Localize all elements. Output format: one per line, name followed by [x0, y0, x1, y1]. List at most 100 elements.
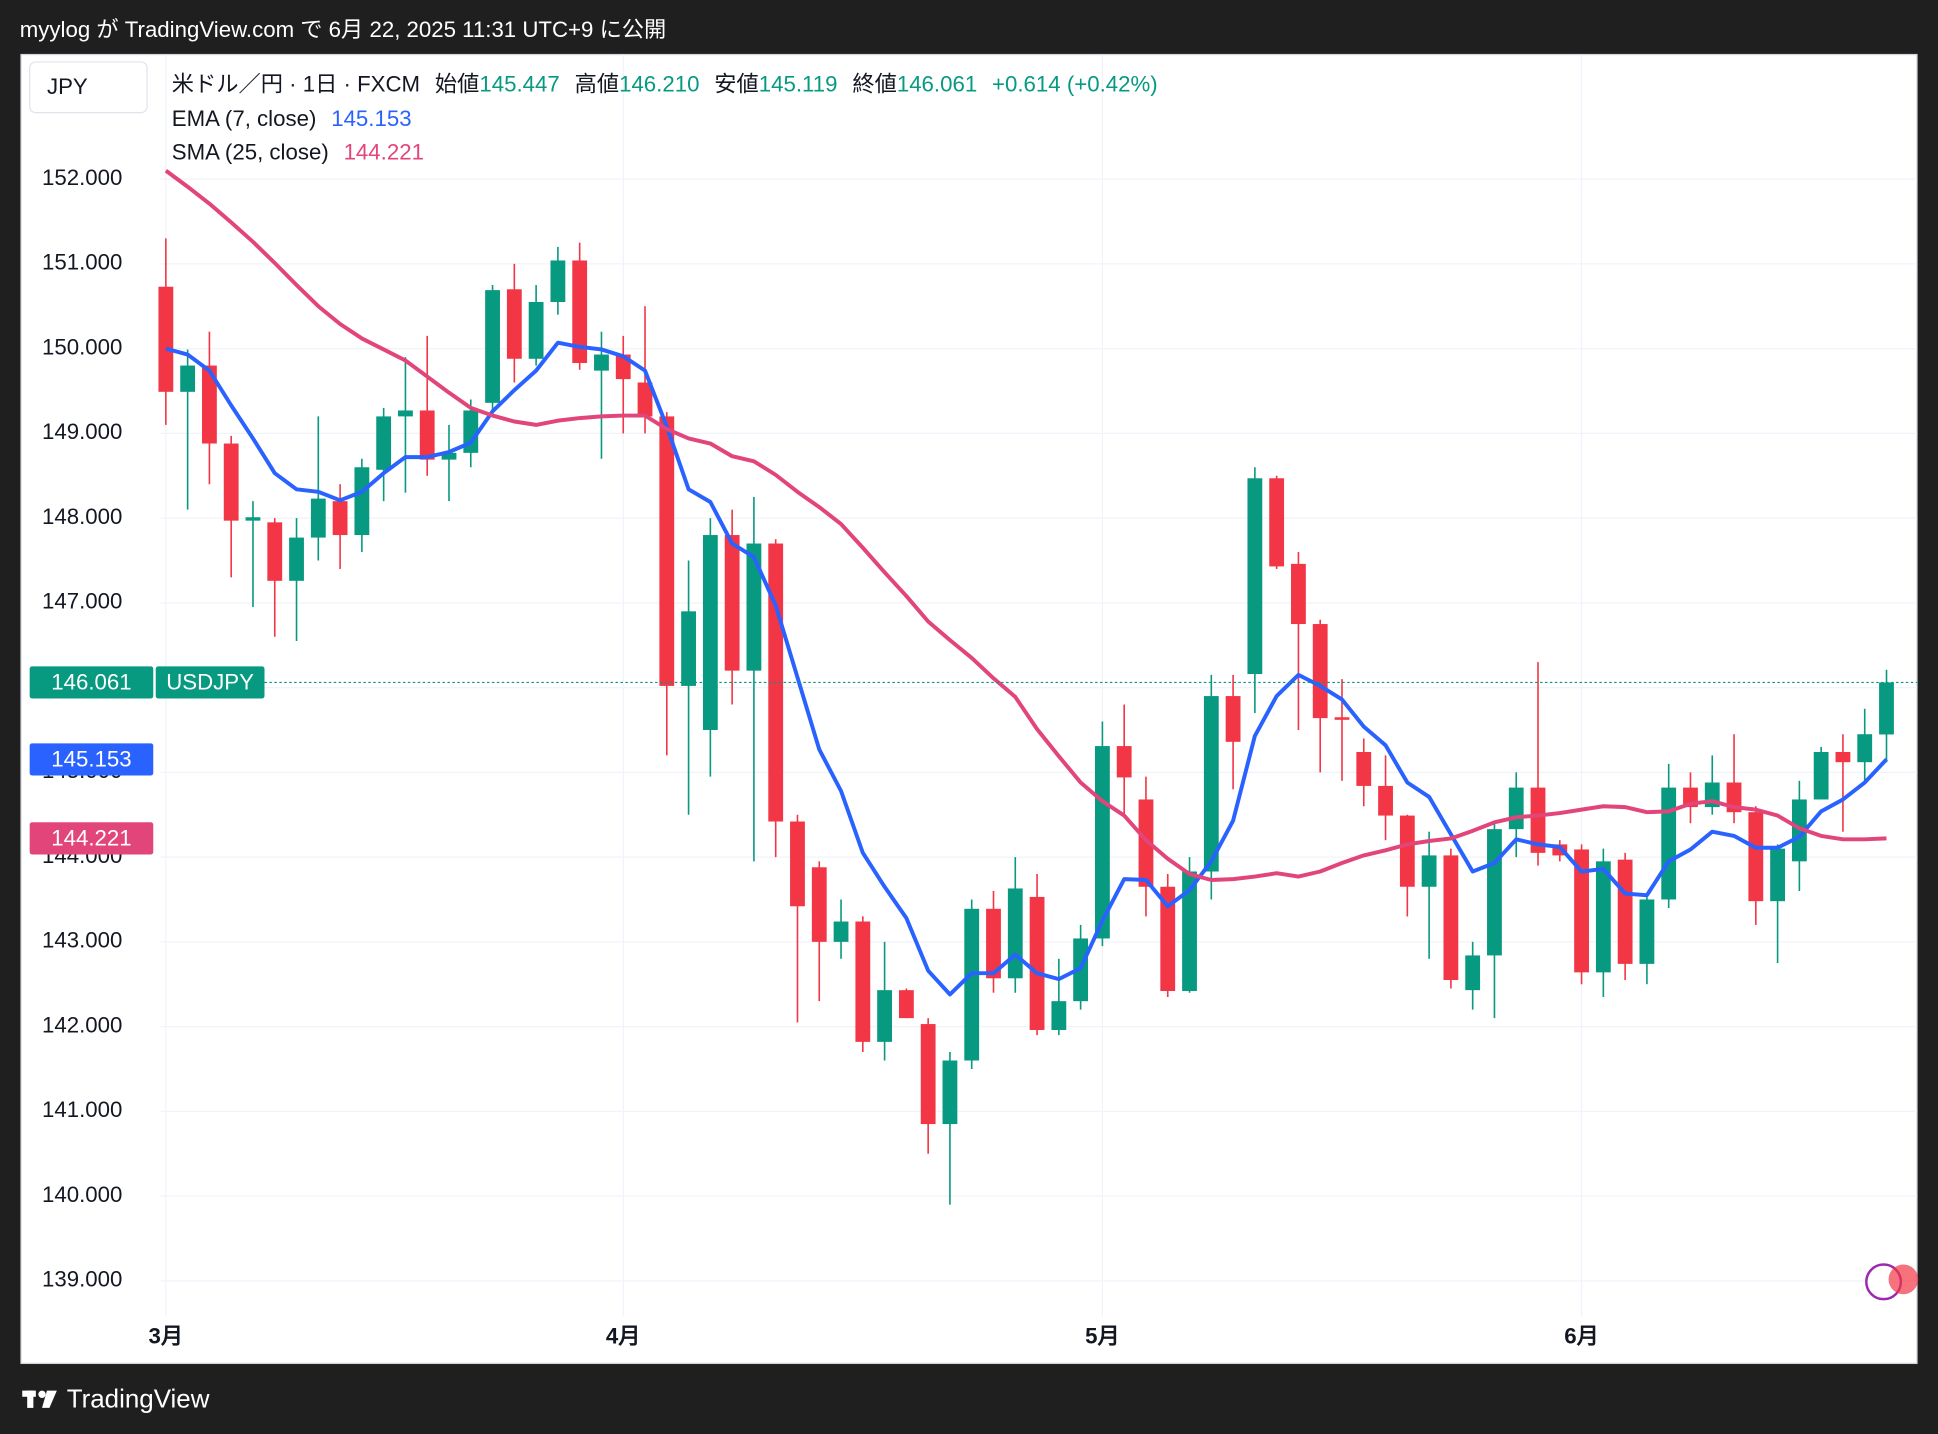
indicator-badge-label: 145.153: [51, 746, 131, 771]
x-tick-label: 4月: [606, 1323, 641, 1348]
ohlc-label: 始値: [435, 71, 479, 96]
symbol-title: 米ドル／円 · 1日 · FXCM: [172, 71, 420, 96]
legend-header: 米ドル／円 · 1日 · FXCM 始値145.447 高値146.210 安値145…: [172, 71, 1158, 96]
candle-body: [1791, 799, 1807, 862]
candle-body: [1378, 785, 1393, 816]
ohlc-value: 146.210: [619, 71, 699, 96]
candle-body: [398, 410, 413, 417]
publish-info: myylog が TradingView.com で 6月 22, 2025 1…: [20, 17, 667, 42]
candle-body: [1334, 717, 1350, 720]
candle-body: [1399, 815, 1415, 887]
symbol-label: USDJPY: [166, 670, 254, 695]
last-price-label: 146.061: [51, 670, 131, 695]
flag-icon[interactable]: [1888, 1264, 1919, 1295]
candle-body: [1443, 855, 1459, 980]
candle-body: [1639, 899, 1655, 964]
candle-body: [310, 498, 326, 538]
candle-body: [1661, 787, 1677, 900]
chart-panel: [20, 53, 1918, 1365]
y-tick-label: 147.000: [42, 589, 122, 614]
candle-body: [877, 990, 893, 1042]
y-tick-label: 141.000: [42, 1097, 122, 1122]
indicator-line: [164, 169, 1887, 882]
indicator-badge: [29, 743, 154, 776]
candle-body: [920, 1024, 936, 1125]
candle-body: [1574, 849, 1589, 973]
candle-body: [572, 260, 588, 364]
candle-body: [180, 365, 196, 392]
ohlc-label: 終値: [852, 71, 896, 96]
candle-body: [855, 921, 871, 1042]
candle-body: [441, 452, 457, 460]
candle-body: [681, 611, 696, 686]
y-tick-label: 152.000: [42, 165, 122, 190]
candle-body: [637, 382, 653, 417]
candle-body: [898, 990, 914, 1019]
candle-body: [1116, 746, 1132, 778]
candle-body: [1029, 896, 1045, 1030]
candle-body: [1879, 682, 1894, 735]
x-tick-label: 3月: [149, 1323, 184, 1348]
y-tick-label: 139.000: [42, 1267, 122, 1292]
legend-ema: EMA (7, close) 145.153: [172, 106, 412, 131]
candle-body: [485, 290, 500, 403]
candle-body: [1269, 478, 1285, 567]
ohlc-value: 145.447: [479, 71, 559, 96]
candle-body: [942, 1060, 958, 1125]
currency-box[interactable]: [29, 61, 148, 114]
ohlc-value: 146.061: [897, 71, 977, 96]
candle-body: [1225, 696, 1241, 742]
candle-body: [1094, 746, 1110, 939]
candle-body: [1182, 871, 1197, 992]
footer-brand: TradingView: [67, 1385, 210, 1413]
indicator-badge-label: 144.221: [51, 825, 131, 850]
candle-body: [811, 867, 827, 942]
candle-body: [1857, 734, 1873, 763]
candle-body: [964, 908, 980, 1061]
candle-body: [1770, 848, 1785, 902]
candle-body: [1813, 752, 1829, 800]
y-tick-label: 151.000: [42, 250, 122, 275]
x-tick-label: 5月: [1085, 1323, 1120, 1348]
candle-body: [1421, 855, 1437, 887]
candle-body: [1312, 624, 1328, 719]
plot: 139.000140.000141.000142.000143.000144.0…: [29, 54, 1917, 1348]
legend-name: EMA (7, close): [172, 106, 317, 131]
candle-body: [1508, 787, 1524, 830]
candle-body: [376, 416, 392, 470]
candle-body: [528, 301, 544, 359]
legend-value: 145.153: [331, 106, 411, 131]
legend-name: SMA (25, close): [172, 139, 329, 164]
candle-body: [1007, 888, 1023, 979]
candle-body: [724, 535, 740, 671]
candle-body: [202, 365, 217, 444]
candle-body: [659, 416, 675, 686]
last-price-badge: [29, 666, 154, 699]
indicator-line: [165, 340, 1888, 997]
legend-sma: SMA (25, close) 144.221: [172, 139, 424, 164]
candle-body: [1835, 752, 1851, 763]
currency[interactable]: JPY: [47, 74, 88, 99]
candle-body: [833, 921, 849, 942]
candle-body: [1203, 696, 1219, 872]
x-tick-label: 6月: [1564, 1323, 1599, 1348]
candle-body: [158, 286, 174, 392]
candle-body: [1487, 829, 1502, 956]
symbol-badge: [155, 666, 265, 699]
candle-body: [1595, 861, 1611, 973]
candle-body: [245, 517, 261, 521]
candle-body: [223, 443, 239, 521]
candle-body: [1530, 787, 1546, 853]
candle-body: [419, 410, 435, 460]
ohlc-label: 高値: [575, 71, 619, 96]
candle-body: [746, 543, 762, 671]
candle-body: [354, 467, 370, 536]
y-tick-label: 143.000: [42, 928, 122, 953]
candle-body: [1247, 478, 1263, 675]
footer-logo: [22, 1390, 57, 1408]
candle-body: [1617, 859, 1633, 964]
y-tick-label: 140.000: [42, 1182, 122, 1207]
y-tick-label: 150.000: [42, 334, 122, 359]
candle-body: [289, 537, 304, 581]
